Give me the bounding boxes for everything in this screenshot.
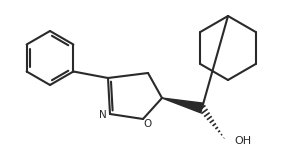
Text: O: O bbox=[144, 119, 152, 129]
Polygon shape bbox=[162, 98, 203, 113]
Text: N: N bbox=[99, 110, 107, 120]
Text: OH: OH bbox=[234, 136, 251, 146]
